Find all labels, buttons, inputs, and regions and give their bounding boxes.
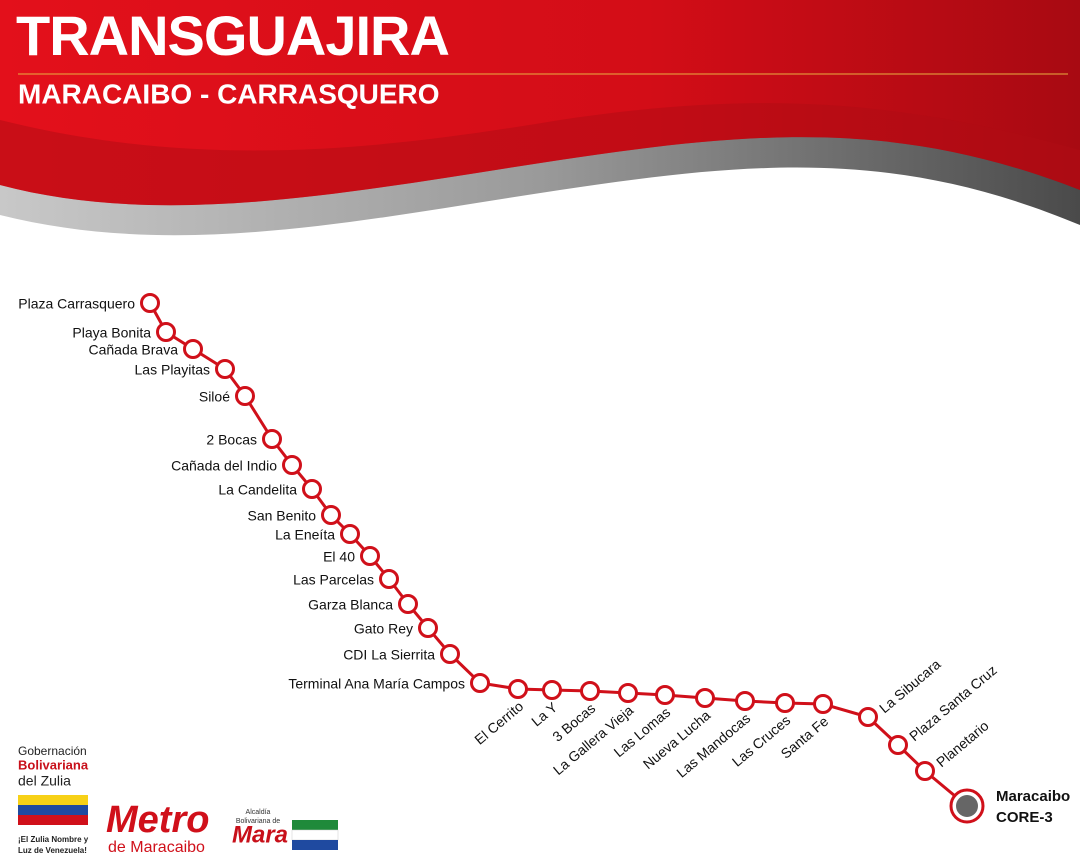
subtitle: MARACAIBO - CARRASQUERO — [18, 78, 440, 109]
terminal-name: Maracaibo — [996, 788, 1070, 805]
station-label: 2 Bocas — [206, 432, 257, 448]
flag-stripe — [18, 815, 88, 825]
flag-stripe — [292, 840, 338, 850]
station-label: Cañada Brava — [88, 342, 178, 358]
station — [813, 694, 833, 714]
flag-stripe — [292, 820, 338, 830]
logo-text: Luz de Venezuela! — [18, 846, 87, 855]
logos: Gobernación Bolivariana del Zulia ¡El Zu… — [18, 744, 339, 856]
station — [379, 569, 399, 589]
flag-stripe — [18, 795, 88, 805]
station-label: Las Playitas — [135, 362, 210, 378]
station-label: La Sibucara — [876, 656, 944, 716]
station — [735, 691, 755, 711]
station-label: Gato Rey — [354, 621, 413, 637]
station — [618, 683, 638, 703]
station — [183, 339, 203, 359]
station-label: Las Parcelas — [293, 572, 374, 588]
station — [398, 594, 418, 614]
station — [360, 546, 380, 566]
station — [302, 479, 322, 499]
station — [775, 693, 795, 713]
logo-text: Bolivariana — [18, 757, 89, 772]
station-label: La Candelita — [218, 482, 297, 498]
logo-text: Gobernación — [18, 744, 87, 758]
station-label: Playa Bonita — [72, 325, 151, 341]
station — [580, 681, 600, 701]
station-label: Garza Blanca — [308, 597, 393, 613]
mara-logo: Mara — [232, 821, 288, 848]
station-label: Terminal Ana María Campos — [288, 676, 465, 692]
station — [282, 455, 302, 475]
flag-stripe — [291, 829, 339, 841]
station — [262, 429, 282, 449]
station-label: Siloé — [199, 389, 230, 405]
metro-logo: Metro — [106, 799, 209, 841]
logo-text: Bolivariana de — [236, 818, 280, 825]
station — [140, 293, 160, 313]
station-label: La Y — [528, 698, 561, 729]
logo-text: del Zulia — [18, 773, 71, 789]
station — [321, 505, 341, 525]
station — [418, 618, 438, 638]
flag-stripe — [18, 805, 88, 815]
station — [470, 673, 490, 693]
station — [440, 644, 460, 664]
station-label: San Benito — [248, 508, 317, 524]
station — [915, 761, 935, 781]
station-label: CDI La Sierrita — [343, 647, 435, 663]
station — [215, 359, 235, 379]
station-label: Plaza Carrasquero — [18, 296, 135, 312]
station — [655, 685, 675, 705]
station-label: Cañada del Indio — [171, 458, 277, 474]
station-label: La Eneíta — [275, 527, 335, 543]
logo-text: ¡El Zulia Nombre y — [18, 835, 89, 844]
station-label: El Cerrito — [471, 698, 526, 748]
logo-text: Alcaldía — [246, 809, 271, 816]
station — [156, 322, 176, 342]
station — [542, 680, 562, 700]
station — [340, 524, 360, 544]
metro-logo-sub: de Maracaibo — [108, 839, 205, 856]
station — [888, 735, 908, 755]
terminal-code: CORE-3 — [996, 809, 1053, 826]
terminal-core — [956, 795, 978, 817]
station-label: Planetario — [933, 717, 992, 770]
header-background — [0, 0, 1080, 236]
title: TRANSGUAJIRA — [16, 4, 449, 67]
station — [235, 386, 255, 406]
station — [858, 707, 878, 727]
station-label: El 40 — [323, 549, 355, 565]
station — [508, 679, 528, 699]
station — [695, 688, 715, 708]
